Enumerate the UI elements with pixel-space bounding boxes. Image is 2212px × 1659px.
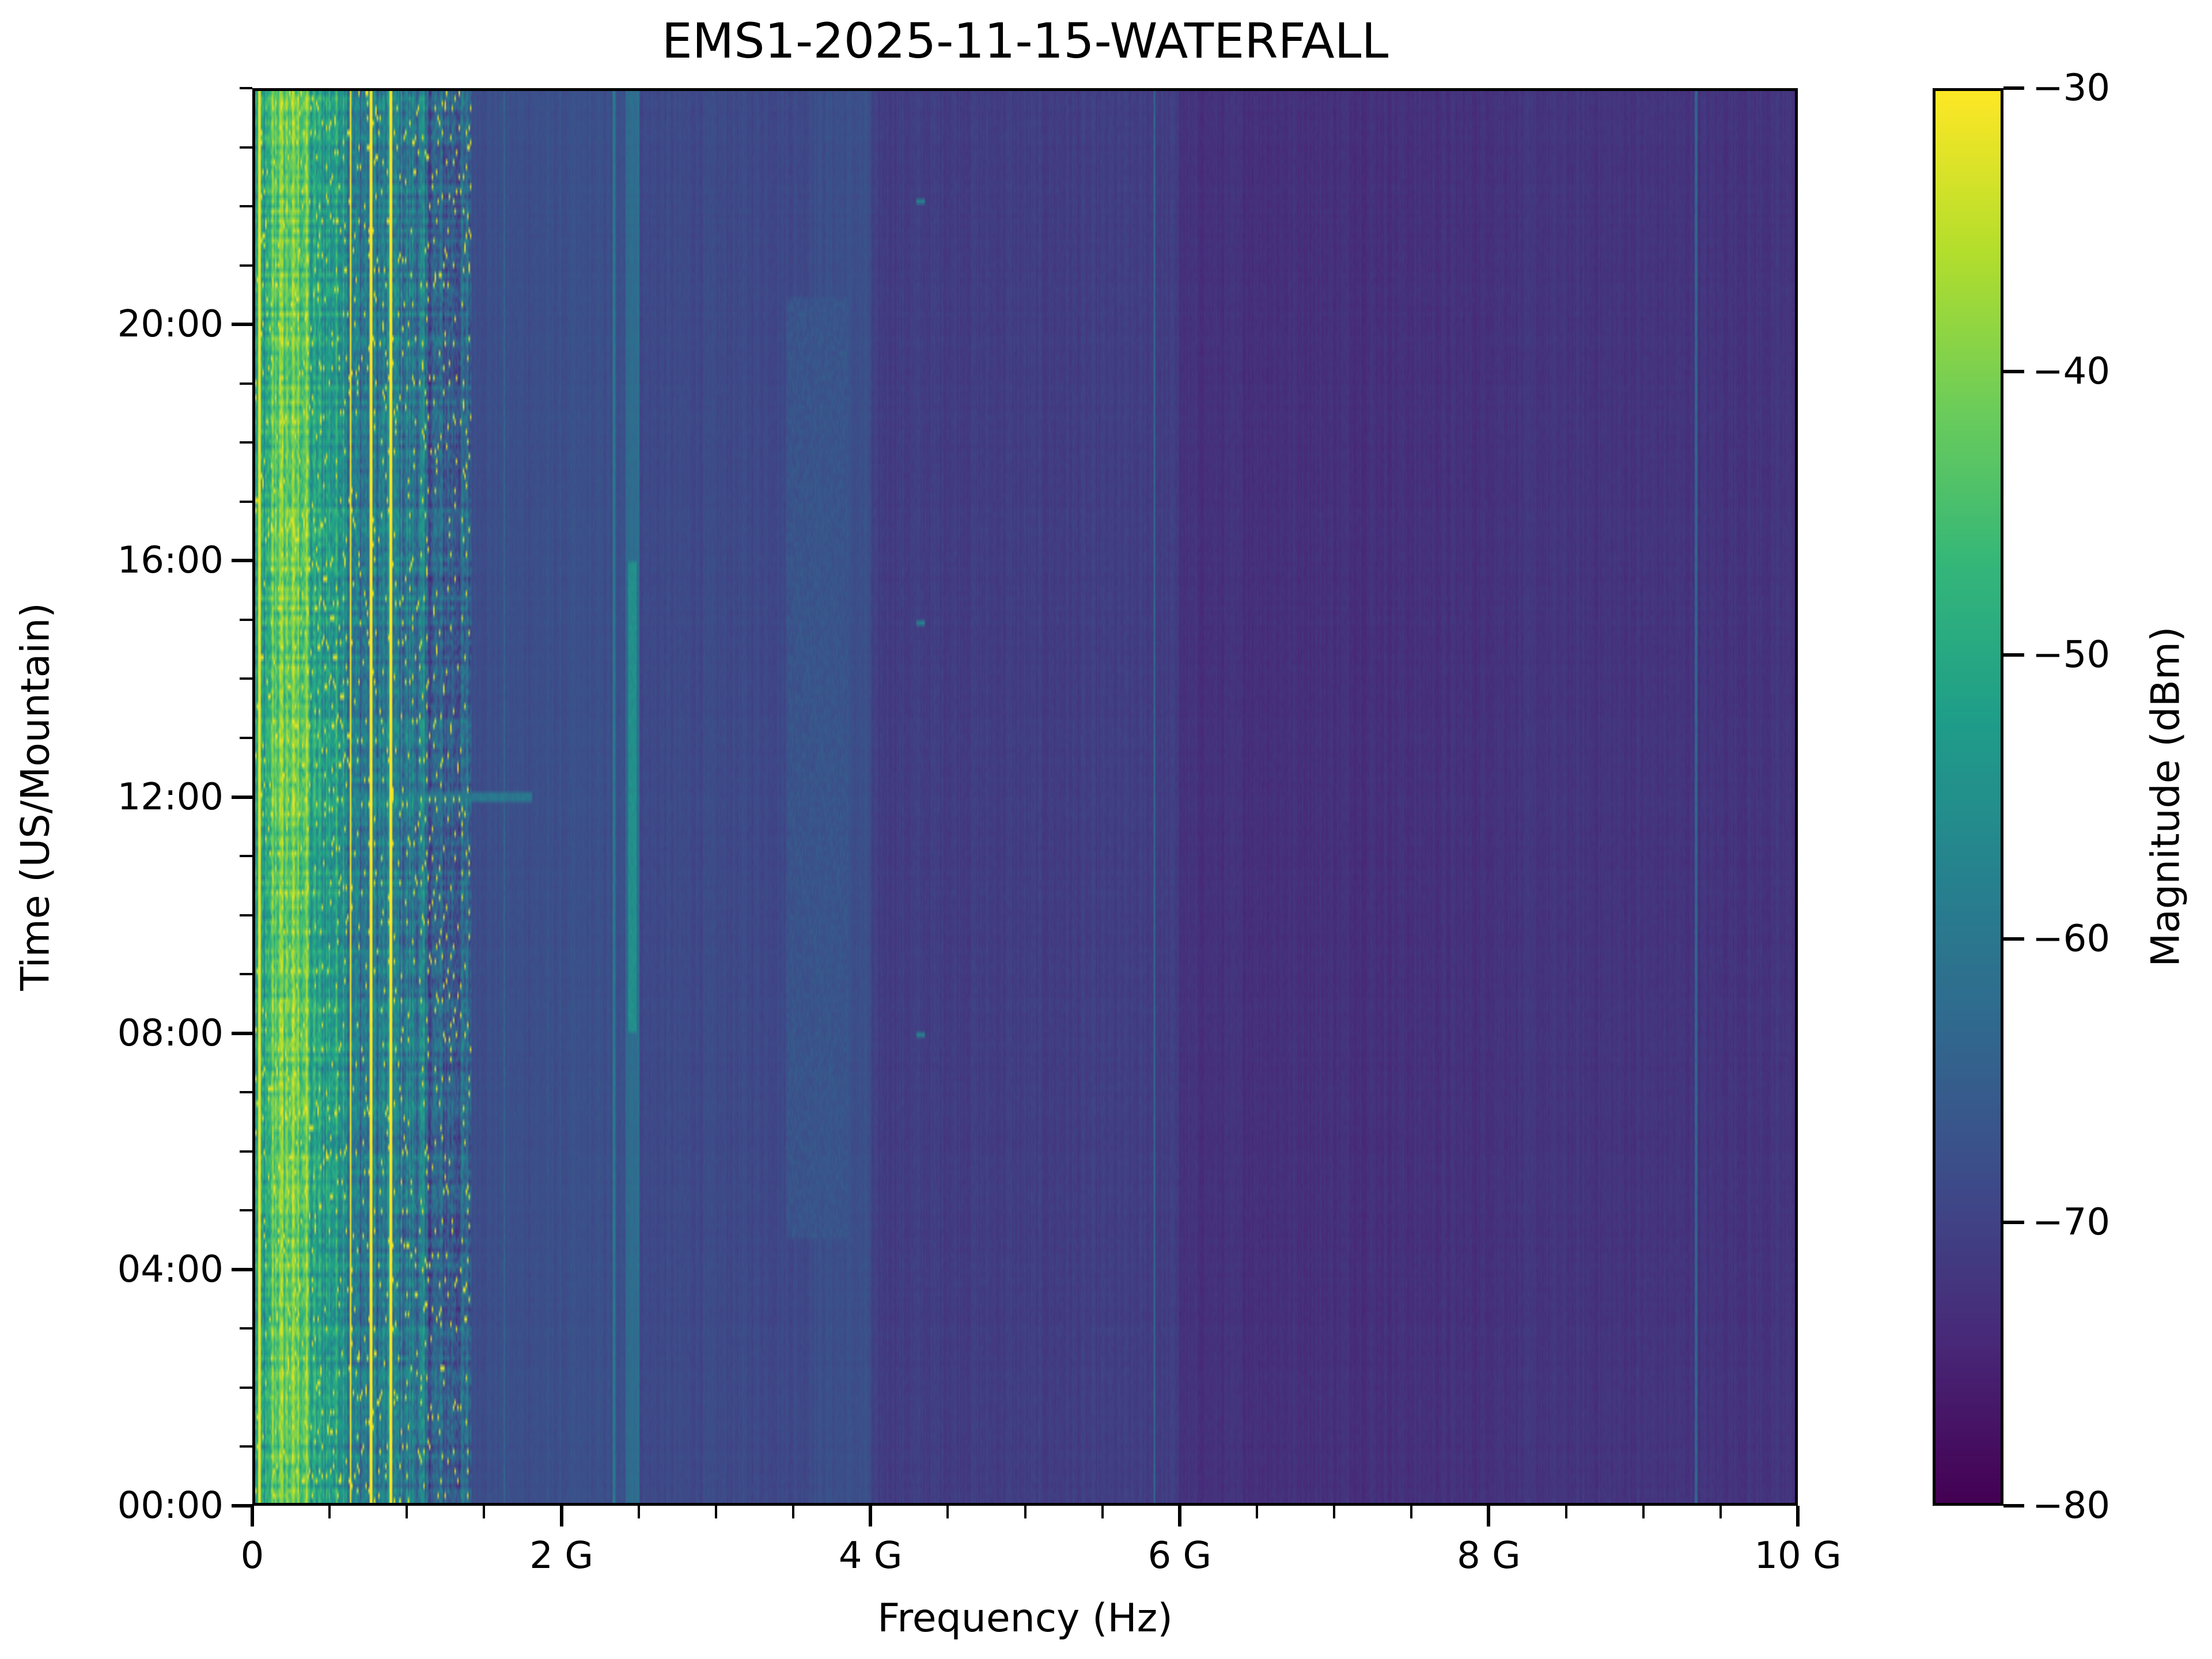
y-major-tick	[232, 1031, 252, 1035]
y-minor-tick	[240, 1091, 252, 1094]
x-minor-tick	[1410, 1506, 1413, 1518]
y-minor-tick	[240, 500, 252, 503]
y-minor-tick	[240, 146, 252, 149]
y-minor-tick	[240, 973, 252, 976]
colorbar-gradient	[1936, 91, 2001, 1503]
x-minor-tick	[1333, 1506, 1336, 1518]
colorbar-tick-label: −50	[2032, 634, 2111, 677]
x-major-tick	[1796, 1506, 1800, 1527]
x-major-tick	[869, 1506, 873, 1527]
colorbar-tick-label: −70	[2032, 1200, 2111, 1244]
x-minor-tick	[1255, 1506, 1258, 1518]
colorbar-tick	[2003, 937, 2024, 941]
colorbar-tick-label: −30	[2032, 67, 2111, 109]
y-minor-tick	[240, 441, 252, 444]
x-minor-tick	[1719, 1506, 1722, 1518]
waterfall-plot-area	[252, 88, 1798, 1506]
y-tick-label: 04:00	[117, 1248, 224, 1291]
x-minor-tick	[406, 1506, 408, 1518]
x-minor-tick	[1642, 1506, 1645, 1518]
x-tick-label: 2 G	[529, 1535, 593, 1577]
y-minor-tick	[240, 1150, 252, 1153]
y-tick-label: 08:00	[117, 1012, 224, 1055]
y-tick-label: 00:00	[117, 1484, 224, 1527]
chart-title: EMS1-2025-11-15-WATERFALL	[661, 13, 1389, 69]
y-minor-tick	[240, 205, 252, 208]
x-major-tick	[559, 1506, 563, 1527]
y-tick-label: 12:00	[117, 775, 224, 819]
y-tick-label: 20:00	[117, 303, 224, 346]
y-minor-tick	[240, 914, 252, 916]
x-axis-label: Frequency (Hz)	[877, 1596, 1173, 1641]
y-minor-tick	[240, 618, 252, 621]
y-minor-tick	[240, 677, 252, 680]
y-minor-tick	[240, 1327, 252, 1330]
y-minor-tick	[240, 264, 252, 267]
x-minor-tick	[328, 1506, 331, 1518]
x-minor-tick	[946, 1506, 949, 1518]
x-minor-tick	[714, 1506, 717, 1518]
x-major-tick	[1177, 1506, 1181, 1527]
x-tick-label: 8 G	[1457, 1535, 1521, 1577]
x-tick-label: 4 G	[838, 1535, 903, 1577]
x-tick-label: 6 G	[1147, 1535, 1212, 1577]
colorbar-tick-label: −80	[2032, 1484, 2111, 1527]
y-tick-label: 16:00	[117, 539, 224, 582]
colorbar-tick	[2003, 1220, 2024, 1224]
colorbar-tick-label: −60	[2032, 917, 2111, 960]
y-major-tick	[232, 1267, 252, 1271]
y-minor-tick	[240, 1386, 252, 1389]
y-minor-tick	[240, 1445, 252, 1448]
x-minor-tick	[792, 1506, 795, 1518]
y-major-tick	[232, 795, 252, 799]
x-minor-tick	[1565, 1506, 1567, 1518]
y-minor-tick	[240, 855, 252, 858]
y-major-tick	[232, 559, 252, 563]
y-major-tick	[232, 323, 252, 327]
colorbar-tick-label: −40	[2032, 350, 2111, 393]
x-minor-tick	[637, 1506, 640, 1518]
x-minor-tick	[1101, 1506, 1104, 1518]
x-major-tick	[1487, 1506, 1491, 1527]
colorbar-tick	[2003, 653, 2024, 657]
waterfall-heatmap	[255, 91, 1795, 1503]
x-major-tick	[251, 1506, 254, 1527]
y-axis-label: Time (US/Mountain)	[13, 603, 59, 991]
colorbar-tick	[2003, 370, 2024, 374]
colorbar-tick	[2003, 86, 2024, 90]
y-major-tick	[232, 1504, 252, 1508]
x-minor-tick	[1024, 1506, 1027, 1518]
y-minor-tick	[240, 87, 252, 89]
x-minor-tick	[483, 1506, 486, 1518]
colorbar-tick	[2003, 1504, 2024, 1508]
x-tick-label: 0	[240, 1535, 264, 1577]
colorbar-label: Magnitude (dBm)	[2143, 626, 2189, 967]
x-tick-label: 10 G	[1754, 1535, 1842, 1577]
y-minor-tick	[240, 1209, 252, 1212]
y-minor-tick	[240, 736, 252, 739]
y-minor-tick	[240, 382, 252, 385]
colorbar	[1933, 88, 2003, 1506]
